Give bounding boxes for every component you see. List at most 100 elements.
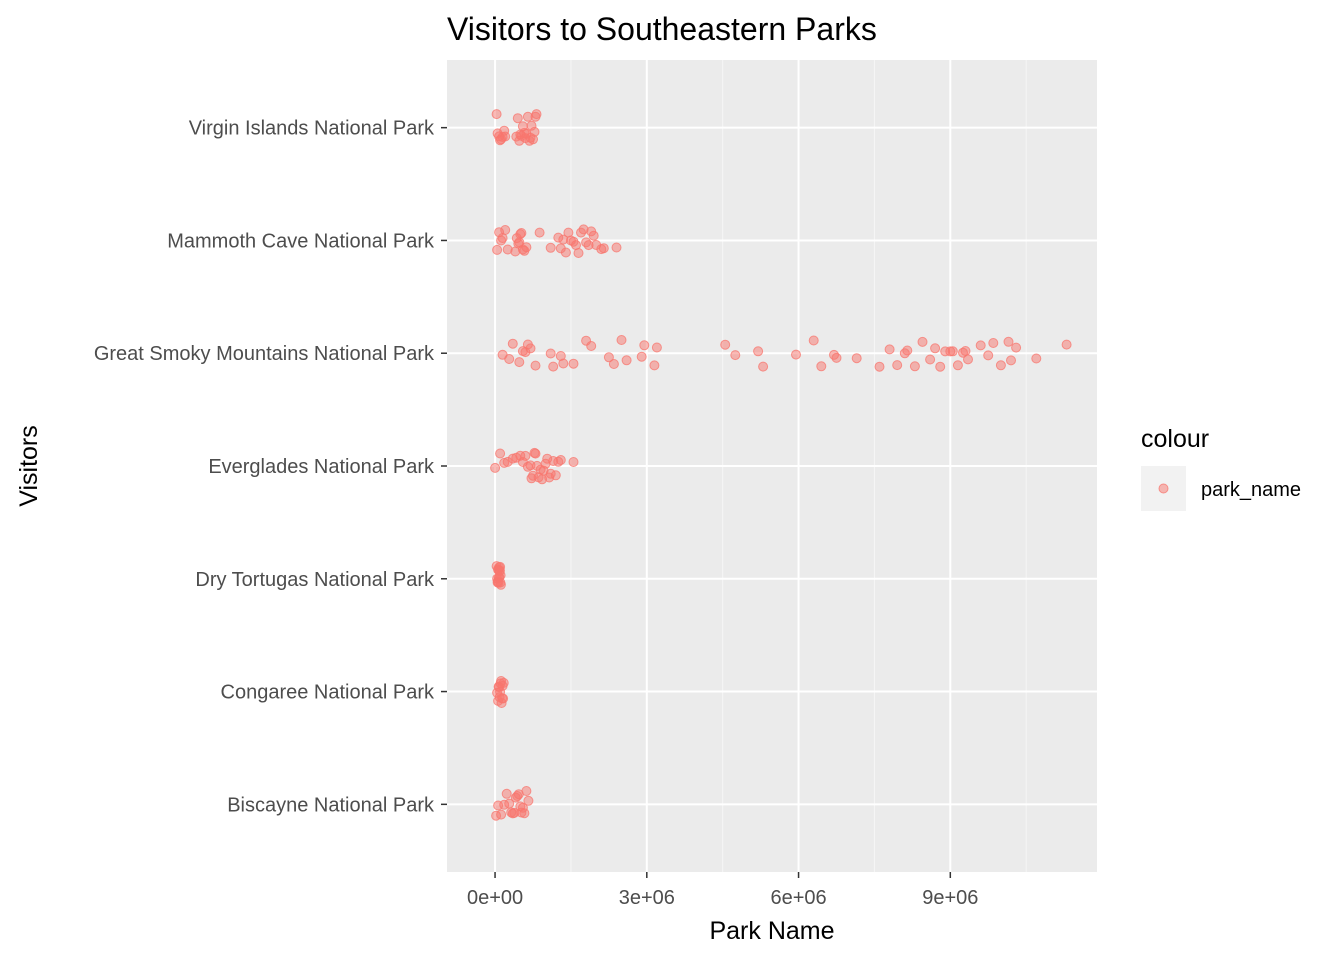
data-point [730, 350, 741, 361]
data-point [498, 677, 509, 688]
data-point [545, 348, 556, 359]
data-point [498, 693, 509, 704]
data-point [520, 450, 531, 461]
data-point [531, 109, 542, 120]
data-point [930, 343, 941, 354]
data-point [1011, 342, 1022, 353]
data-point [995, 360, 1006, 371]
data-point [947, 346, 958, 357]
data-point [608, 359, 619, 369]
data-point [555, 455, 566, 465]
data-point [639, 340, 650, 351]
data-point [534, 227, 545, 238]
data-point [495, 579, 506, 590]
data-point [598, 243, 609, 254]
data-point [501, 788, 512, 799]
data-point [884, 344, 895, 355]
data-point [500, 131, 511, 142]
y-tick-label: Biscayne National Park [227, 794, 435, 816]
data-point [621, 355, 632, 366]
data-point [963, 354, 973, 365]
data-point [586, 341, 597, 351]
y-tick-label: Virgin Islands National Park [189, 118, 435, 140]
data-point [495, 448, 506, 459]
data-point [616, 335, 627, 345]
x-tick-label: 6e+06 [770, 887, 826, 909]
data-point [558, 358, 569, 369]
data-point [831, 352, 842, 363]
data-point [988, 338, 999, 348]
data-point [892, 360, 903, 371]
data-point [490, 462, 501, 473]
data-point [521, 786, 532, 796]
data-point [791, 349, 801, 360]
data-point [507, 338, 518, 349]
legend-label-park-name: park_name [1201, 479, 1301, 501]
data-point [636, 351, 647, 362]
data-point [816, 361, 827, 372]
data-point [519, 808, 530, 819]
data-point [909, 361, 920, 372]
data-point [516, 228, 527, 238]
data-point [603, 352, 614, 363]
data-point [530, 448, 541, 459]
legend: colour park_name [1141, 425, 1301, 511]
y-tick-label: Everglades National Park [208, 456, 435, 478]
data-point [851, 353, 862, 364]
data-point [573, 248, 584, 258]
data-point [874, 361, 885, 372]
data-point [550, 470, 561, 481]
data-point [523, 795, 534, 806]
data-point [651, 342, 662, 353]
data-point [568, 358, 579, 369]
x-tick-label: 0e+00 [467, 887, 523, 909]
data-point [495, 570, 506, 581]
data-point [649, 360, 660, 371]
data-point [495, 561, 506, 572]
y-axis-title: Visitors [15, 425, 43, 507]
data-point [529, 126, 540, 137]
x-tick-label: 3e+06 [619, 887, 675, 909]
chart-title: Visitors to Southeastern Parks [447, 11, 877, 47]
data-point [1003, 336, 1014, 347]
data-point [1031, 353, 1042, 364]
data-point [917, 336, 928, 347]
data-point [935, 361, 946, 372]
data-point [1006, 355, 1016, 366]
data-point [720, 339, 731, 350]
data-point [525, 343, 536, 354]
x-tick-label: 9e+06 [922, 887, 978, 909]
data-points [490, 109, 1072, 821]
data-point [560, 247, 571, 258]
y-tick-label: Mammoth Cave National Park [167, 230, 435, 252]
x-axis-title: Park Name [709, 917, 834, 945]
data-point [925, 354, 936, 365]
data-point [758, 361, 769, 372]
data-point [808, 335, 819, 346]
data-point [500, 225, 511, 235]
y-tick-label: Congaree National Park [221, 682, 435, 704]
data-point [491, 109, 502, 120]
data-point [545, 242, 556, 253]
data-point [530, 360, 541, 371]
data-point [521, 242, 532, 253]
data-point [975, 340, 986, 351]
y-tick-label: Great Smoky Mountains National Park [94, 343, 435, 365]
data-point [1061, 339, 1072, 350]
data-point [496, 809, 507, 820]
data-point [952, 360, 963, 371]
data-point [548, 361, 559, 372]
data-point [902, 345, 913, 356]
data-point [588, 230, 599, 241]
legend-key-point [1158, 483, 1169, 494]
data-point [983, 350, 994, 361]
x-axis: 0e+00 3e+06 6e+06 9e+06 [467, 872, 978, 909]
data-point [568, 457, 579, 467]
data-point [512, 113, 523, 124]
legend-title: colour [1141, 425, 1209, 453]
data-point [492, 244, 503, 255]
data-point [611, 242, 622, 253]
data-point [960, 346, 971, 356]
y-axis: Virgin Islands National Park Mammoth Cave… [94, 118, 447, 816]
